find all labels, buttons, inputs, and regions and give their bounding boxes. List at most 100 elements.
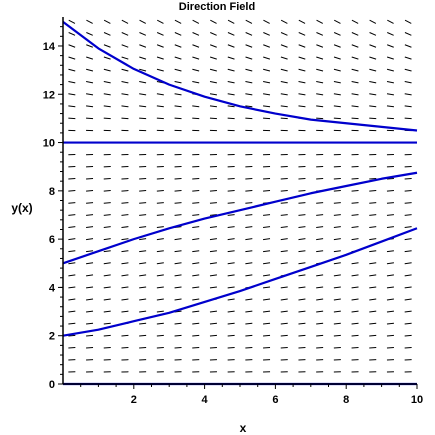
slope-segment xyxy=(263,322,271,325)
slope-segment xyxy=(280,250,288,253)
slope-segment xyxy=(386,274,394,277)
slope-segment xyxy=(386,202,394,204)
slope-segment xyxy=(156,298,164,301)
slope-segment xyxy=(209,56,217,60)
slope-segment xyxy=(387,44,394,48)
slope-segment xyxy=(316,19,323,24)
slope-segment xyxy=(103,32,111,36)
slope-segment xyxy=(298,238,306,241)
slope-segment xyxy=(227,105,235,108)
slope-segment xyxy=(386,93,394,96)
slope-segment xyxy=(333,202,341,204)
slope-segment xyxy=(174,274,182,277)
slope-segment xyxy=(209,262,217,265)
slope-segment xyxy=(333,105,341,108)
slope-segment xyxy=(245,93,253,96)
slope-segment xyxy=(369,262,377,265)
slope-segment xyxy=(103,105,111,108)
slope-segment xyxy=(139,68,147,72)
slope-segment xyxy=(351,32,359,36)
slope-segment xyxy=(404,286,412,289)
slope-segment xyxy=(369,19,377,24)
slope-segment xyxy=(404,56,412,60)
slope-segment xyxy=(404,322,412,325)
slope-segment xyxy=(156,202,164,204)
slope-segment xyxy=(174,214,182,216)
slope-segment xyxy=(68,68,76,72)
slope-segment xyxy=(227,262,235,265)
slope-segment xyxy=(333,93,341,96)
slope-segment xyxy=(174,105,182,108)
slope-segment xyxy=(192,322,200,325)
slope-segment xyxy=(192,334,200,337)
slope-segment xyxy=(209,202,217,204)
slope-segment xyxy=(68,310,76,313)
slope-segment xyxy=(174,250,182,253)
slope-segment xyxy=(245,68,253,72)
slope-segment xyxy=(192,68,200,72)
slope-segment xyxy=(263,214,271,216)
slope-segment xyxy=(404,298,412,301)
slope-segment xyxy=(404,32,412,36)
slope-segment xyxy=(68,19,76,24)
slope-segment xyxy=(174,322,182,325)
slope-segment xyxy=(333,226,341,228)
slope-segment xyxy=(263,68,271,72)
slope-segment xyxy=(316,286,324,289)
slope-segment xyxy=(103,286,111,289)
slope-segment xyxy=(280,44,288,48)
slope-segment xyxy=(333,334,341,337)
slope-segment xyxy=(333,56,341,60)
slope-segment xyxy=(369,117,377,120)
slope-segment xyxy=(210,32,217,36)
slope-segment xyxy=(68,286,76,289)
slope-segment xyxy=(280,93,288,96)
slope-segment xyxy=(121,286,129,289)
slope-segment xyxy=(68,298,76,301)
slope-segment xyxy=(298,226,306,228)
slope-segment xyxy=(351,298,359,301)
slope-segment xyxy=(68,250,76,253)
slope-segment xyxy=(192,32,200,36)
slope-segment xyxy=(263,80,271,84)
slope-segment xyxy=(68,274,76,277)
slope-segment xyxy=(209,334,217,337)
slope-segment xyxy=(86,68,94,72)
slope-segment xyxy=(316,56,324,60)
slope-segment xyxy=(298,262,306,265)
solution-curve-3 xyxy=(62,171,418,265)
slope-segment xyxy=(263,93,271,96)
slope-segment xyxy=(351,322,359,325)
slope-segment xyxy=(298,56,306,60)
slope-segment xyxy=(386,334,394,337)
y-tick-label: 10 xyxy=(43,138,55,150)
slope-segment xyxy=(209,214,217,216)
slope-segment xyxy=(280,19,288,24)
slope-segment xyxy=(316,347,324,349)
slope-segment xyxy=(369,214,377,216)
slope-segment xyxy=(103,93,111,96)
slope-segment xyxy=(209,347,217,349)
slope-segment xyxy=(192,250,200,253)
slope-segment xyxy=(404,105,412,108)
slope-segment xyxy=(280,32,288,36)
x-tick-label: 8 xyxy=(343,394,349,406)
slope-segment xyxy=(139,117,147,120)
slope-segment xyxy=(351,238,359,241)
solution-curves xyxy=(62,20,418,386)
slope-segment xyxy=(139,93,147,96)
slope-segment xyxy=(192,105,200,108)
slope-segment xyxy=(263,226,271,228)
slope-segment xyxy=(174,262,182,265)
slope-segment xyxy=(86,298,94,301)
slope-segment xyxy=(174,80,182,84)
slope-segment xyxy=(333,80,341,84)
slope-segment xyxy=(68,347,76,349)
slope-segment xyxy=(156,93,164,96)
slope-segment xyxy=(121,202,129,204)
slope-segment xyxy=(209,250,217,253)
slope-segment xyxy=(316,68,324,72)
slope-segment xyxy=(103,117,111,120)
slope-segment xyxy=(404,93,412,96)
slope-segment xyxy=(121,262,129,265)
